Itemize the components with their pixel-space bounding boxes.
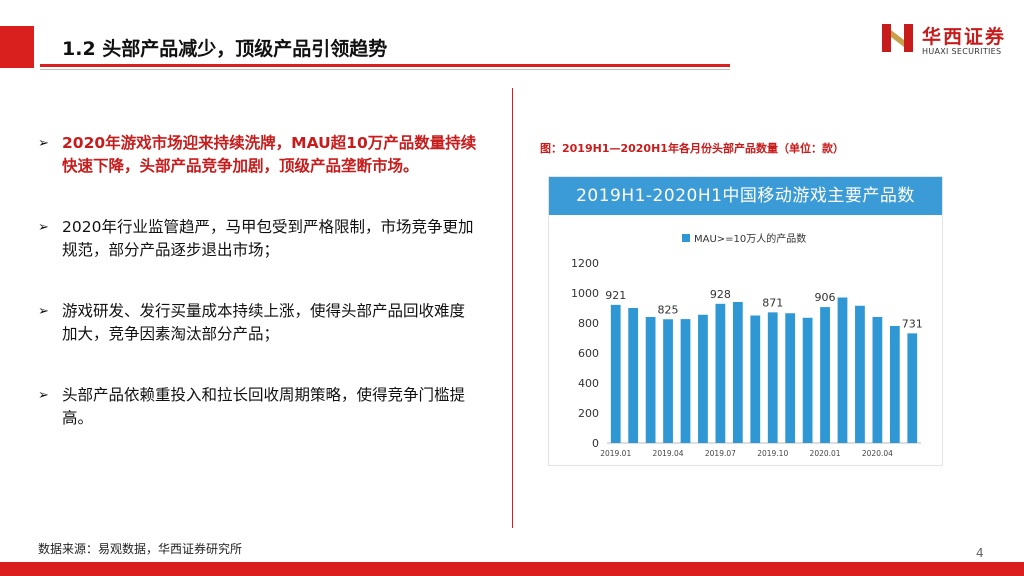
- data-label: 906: [815, 291, 836, 304]
- x-tick-label: 2019.04: [653, 449, 684, 458]
- huaxi-logo-icon: [882, 24, 913, 52]
- data-label: 921: [605, 289, 626, 302]
- header-red-block: [0, 26, 34, 68]
- bar: [645, 317, 656, 443]
- data-label: 871: [762, 296, 783, 309]
- vertical-divider: [512, 88, 513, 528]
- bullet-item: ➢ 2020年行业监管趋严，马甲包受到严格限制，市场竞争更加规范，部分产品逐步退…: [38, 216, 478, 262]
- source-note: 数据来源：易观数据，华西证券研究所: [38, 542, 243, 556]
- bar-series: 921 825 928 871 906 731: [605, 288, 923, 443]
- bar: [732, 302, 743, 443]
- arrow-bullet-icon: ➢: [38, 220, 49, 235]
- y-axis: 0 200 400 600 800 1000 1200: [571, 257, 921, 450]
- y-tick-label: 1000: [571, 287, 599, 300]
- bar: [663, 319, 673, 443]
- bullet-text: 游戏研发、发行买量成本持续上涨，使得头部产品回收难度加大，竞争因素淘汰部分产品；: [62, 302, 466, 343]
- header-rule-red: [40, 64, 730, 67]
- y-tick-label: 800: [578, 317, 599, 330]
- y-tick-label: 200: [578, 407, 599, 420]
- bullet-text: 2020年行业监管趋严，马甲包受到严格限制，市场竞争更加规范，部分产品逐步退出市…: [62, 218, 474, 259]
- bullet-item: ➢ 游戏研发、发行买量成本持续上涨，使得头部产品回收难度加大，竞争因素淘汰部分产…: [38, 300, 478, 346]
- x-axis: 2019.01 2019.04 2019.07 2019.10 2020.01 2020.…: [600, 449, 893, 458]
- legend-label: MAU>=10万人的产品数: [694, 232, 806, 245]
- y-tick-label: 0: [592, 437, 599, 450]
- bar: [820, 307, 830, 443]
- bullet-text: 头部产品依赖重投入和拉长回收周期策略，使得竞争门槛提高。: [62, 386, 466, 427]
- x-tick-label: 2019.07: [705, 449, 736, 458]
- arrow-bullet-icon: ➢: [38, 304, 49, 319]
- logo-name-cn: 华西证券: [922, 26, 1007, 48]
- bar: [610, 304, 621, 443]
- logo-name-en: HUAXI SECURITIES: [922, 47, 1002, 56]
- bar: [680, 319, 691, 443]
- chart-caption: 图：2019H1—2020H1年各月份头部产品数量（单位：款）: [540, 142, 844, 155]
- chart-container: 2019H1-2020H1中国移动游戏主要产品数 MAU>=10万人的产品数 0…: [548, 176, 943, 466]
- bar: [802, 317, 813, 443]
- bar: [785, 313, 796, 443]
- arrow-bullet-icon: ➢: [38, 136, 49, 151]
- data-label: 731: [902, 317, 923, 330]
- bar: [872, 317, 883, 443]
- x-tick-label: 2019.10: [757, 449, 788, 458]
- bar-chart: MAU>=10万人的产品数 0 200 400 600 800 1000 1200 921 8…: [571, 232, 923, 458]
- bullet-item: ➢ 头部产品依赖重投入和拉长回收周期策略，使得竞争门槛提高。: [38, 384, 478, 430]
- bar: [767, 312, 778, 443]
- bar: [698, 314, 708, 443]
- bar: [715, 303, 726, 443]
- bar: [750, 315, 761, 443]
- chart-title: 2019H1-2020H1中国移动游戏主要产品数: [549, 177, 942, 215]
- bullet-list: ➢ 2020年游戏市场迎来持续洗牌，MAU超10万产品数量持续快速下降，头部产品…: [38, 132, 478, 468]
- page-number: 4: [976, 546, 984, 560]
- y-tick-label: 1200: [571, 257, 599, 270]
- bar: [628, 308, 639, 443]
- y-tick-label: 400: [578, 377, 599, 390]
- x-tick-label: 2019.01: [600, 449, 631, 458]
- bar: [889, 326, 900, 443]
- bullet-text: 2020年游戏市场迎来持续洗牌，MAU超10万产品数量持续快速下降，头部产品竞争…: [62, 134, 477, 175]
- x-tick-label: 2020.04: [862, 449, 893, 458]
- bar: [907, 333, 918, 443]
- huaxi-logo: 华西证券 HUAXI SECURITIES: [880, 20, 1010, 60]
- bar: [855, 305, 865, 443]
- legend-swatch: [682, 234, 690, 242]
- data-label: 928: [710, 288, 731, 301]
- arrow-bullet-icon: ➢: [38, 388, 49, 403]
- y-tick-label: 600: [578, 347, 599, 360]
- data-label: 825: [658, 303, 679, 316]
- header-rule-grey: [40, 69, 730, 70]
- bar: [837, 297, 848, 443]
- x-tick-label: 2020.01: [810, 449, 841, 458]
- bullet-item: ➢ 2020年游戏市场迎来持续洗牌，MAU超10万产品数量持续快速下降，头部产品…: [38, 132, 478, 178]
- footer-bar: [0, 562, 1024, 576]
- page-title: 1.2 头部产品减少，顶级产品引领趋势: [62, 38, 388, 60]
